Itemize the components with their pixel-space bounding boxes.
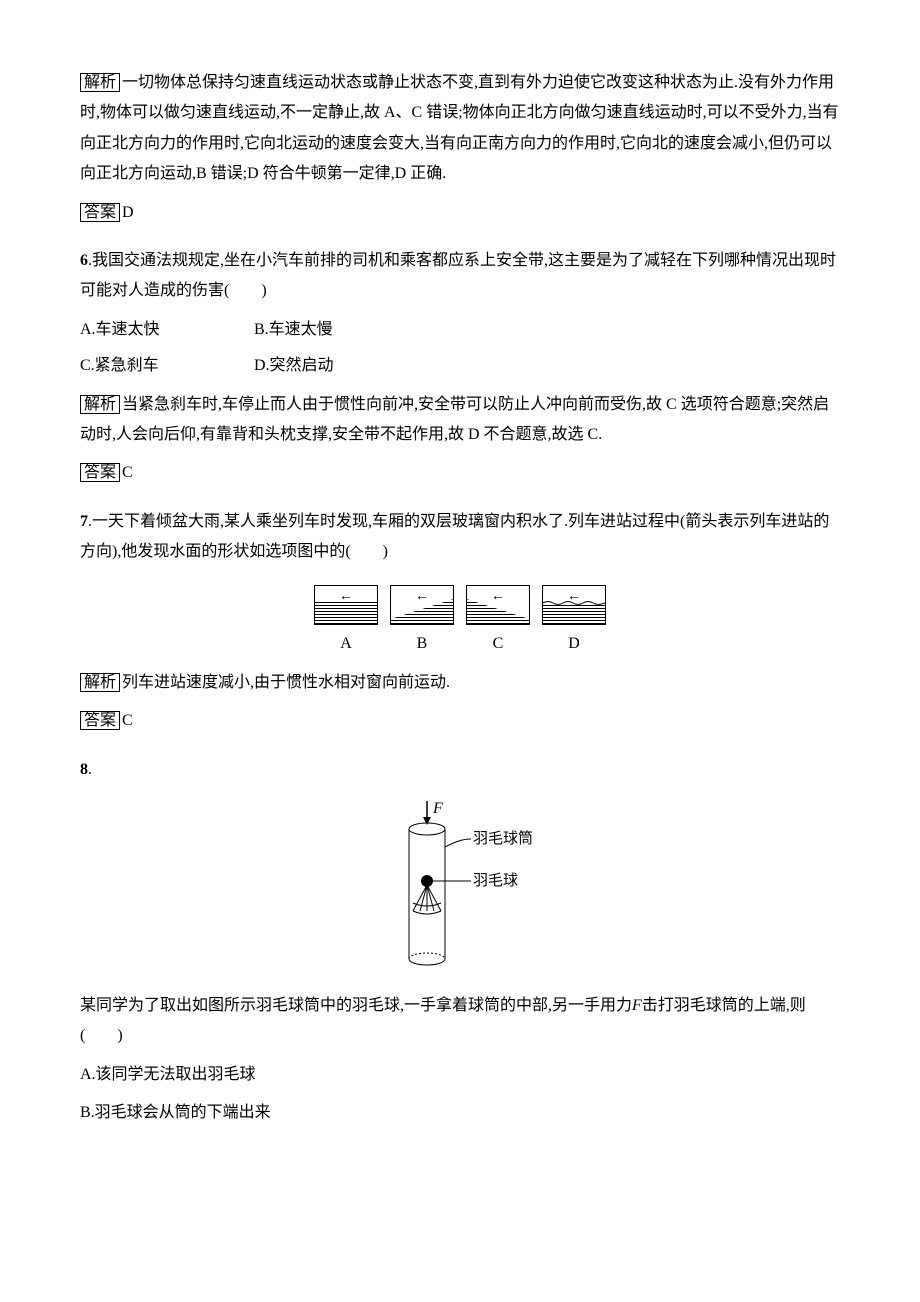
analysis-label: 解析 [80, 673, 120, 692]
ball-label: 羽毛球 [473, 872, 518, 889]
arrow-left-icon: ← [415, 588, 429, 602]
water-box-d: ← [542, 585, 606, 625]
q7-fig-b: ← B [390, 585, 454, 659]
q8-option-b: B.羽毛球会从筒的下端出来 [80, 1098, 840, 1128]
q8-stem-force: F [632, 997, 642, 1014]
q7-number: 7 [80, 513, 88, 530]
q8-number: 8 [80, 761, 88, 778]
arrow-left-icon: ← [339, 588, 353, 602]
q7-analysis: 解析列车进站速度减小,由于惯性水相对窗向前运动. [80, 668, 840, 698]
q6-answer-text: C [122, 464, 133, 481]
q7-fig-c: ← C [466, 585, 530, 659]
q8-stem-before: 某同学为了取出如图所示羽毛球筒中的羽毛球,一手拿着球筒的中部,另一手用力 [80, 997, 632, 1014]
q6-option-d: D.突然启动 [254, 351, 424, 381]
q6-analysis: 解析当紧急刹车时,车停止而人由于惯性向前冲,安全带可以防止人冲向前而受伤,故 C… [80, 390, 840, 451]
q7-answer: 答案C [80, 706, 840, 736]
q8-number-line: 8. [80, 755, 840, 785]
q6-number: 6 [80, 252, 88, 269]
water-box-b: ← [390, 585, 454, 625]
answer-label: 答案 [80, 463, 120, 482]
q8-figure: F 羽毛球筒 羽毛球 [80, 799, 840, 969]
q7-answer-text: C [122, 712, 133, 729]
water-box-a: ← [314, 585, 378, 625]
q7-stem: 7.一天下着倾盆大雨,某人乘坐列车时发现,车厢的双层玻璃窗内积水了.列车进站过程… [80, 507, 840, 568]
answer-label: 答案 [80, 711, 120, 730]
q7-fig-b-label: B [417, 629, 428, 659]
q7-fig-c-label: C [493, 629, 504, 659]
q5-analysis-text: 一切物体总保持匀速直线运动状态或静止状态不变,直到有外力迫使它改变这种状态为止.… [80, 74, 839, 182]
q7-figure-row: ← A ← B ← C ← D [80, 585, 840, 659]
q6-answer: 答案C [80, 458, 840, 488]
q6-option-c: C.紧急刹车 [80, 351, 250, 381]
water-level-wavy [543, 604, 605, 624]
q6-stem: 6.我国交通法规规定,坐在小汽车前排的司机和乘客都应系上安全带,这主要是为了减轻… [80, 246, 840, 307]
q6-option-b: B.车速太慢 [254, 315, 424, 345]
q7-fig-a: ← A [314, 585, 378, 659]
answer-label: 答案 [80, 203, 120, 222]
q8-option-a: A.该同学无法取出羽毛球 [80, 1060, 840, 1090]
force-label: F [432, 800, 443, 817]
arrow-left-icon: ← [491, 588, 505, 602]
q7-fig-a-label: A [340, 629, 352, 659]
water-box-c: ← [466, 585, 530, 625]
q5-answer-text: D [122, 204, 134, 221]
q6-options-row2: C.紧急刹车 D.突然启动 [80, 351, 840, 381]
water-level-flat [315, 602, 377, 624]
shuttlecock-tube-icon: F 羽毛球筒 羽毛球 [375, 799, 545, 969]
analysis-label: 解析 [80, 73, 120, 92]
q6-stem-text: .我国交通法规规定,坐在小汽车前排的司机和乘客都应系上安全带,这主要是为了减轻在… [80, 252, 836, 299]
q5-analysis: 解析一切物体总保持匀速直线运动状态或静止状态不变,直到有外力迫使它改变这种状态为… [80, 68, 840, 190]
q6-option-a: A.车速太快 [80, 315, 250, 345]
tube-label: 羽毛球筒 [473, 830, 533, 847]
q7-stem-text: .一天下着倾盆大雨,某人乘坐列车时发现,车厢的双层玻璃窗内积水了.列车进站过程中… [80, 513, 829, 560]
q5-answer: 答案D [80, 198, 840, 228]
q7-fig-d-label: D [568, 629, 580, 659]
analysis-label: 解析 [80, 395, 120, 414]
q6-analysis-text: 当紧急刹车时,车停止而人由于惯性向前冲,安全带可以防止人冲向前而受伤,故 C 选… [80, 396, 829, 443]
q7-fig-d: ← D [542, 585, 606, 659]
q6-options-row1: A.车速太快 B.车速太慢 [80, 315, 840, 345]
q8-stem: 某同学为了取出如图所示羽毛球筒中的羽毛球,一手拿着球筒的中部,另一手用力F击打羽… [80, 991, 840, 1052]
q7-analysis-text: 列车进站速度减小,由于惯性水相对窗向前运动. [122, 674, 450, 691]
